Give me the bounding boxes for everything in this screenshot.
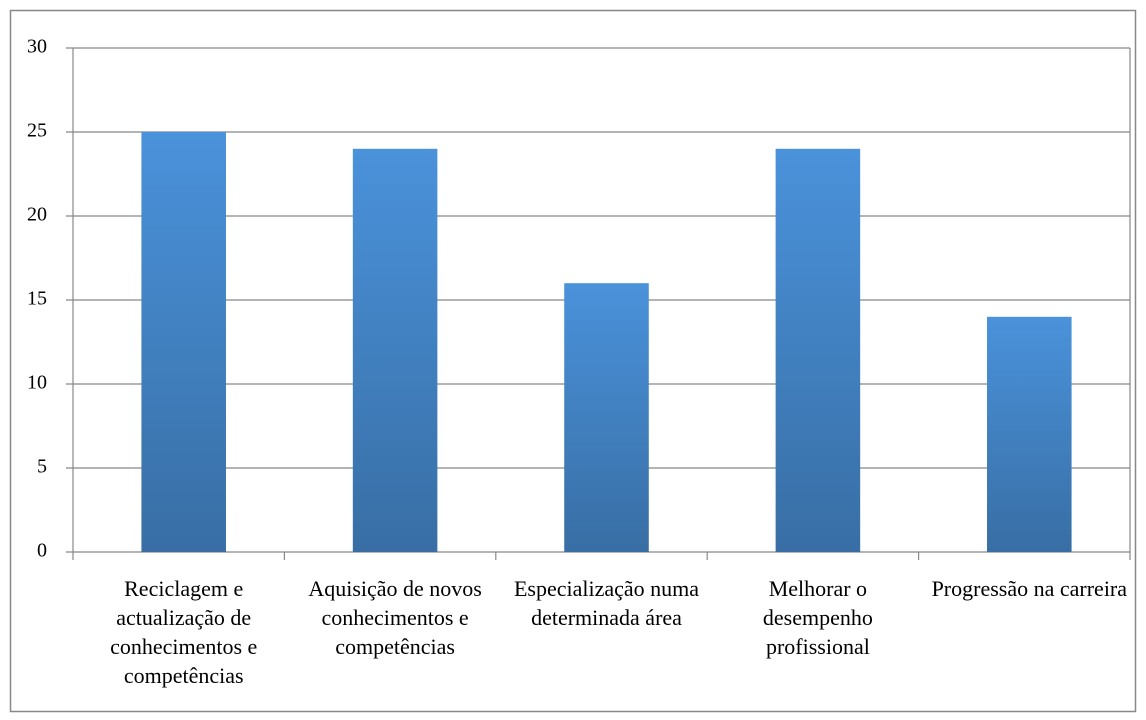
bar: [564, 283, 649, 552]
y-tick-label: 25: [27, 120, 47, 142]
bar: [352, 148, 438, 553]
bar: [987, 316, 1072, 552]
x-tick-label: Especialização numa determinada área: [513, 576, 700, 630]
y-tick-label: 5: [37, 456, 47, 478]
x-tick-label: Aquisição de novos conhecimentos e compe…: [308, 576, 482, 659]
x-tick-label: Progressão na carreira: [931, 576, 1128, 601]
y-tick-label: 15: [27, 288, 47, 310]
bar: [775, 148, 861, 553]
y-tick-label: 20: [27, 204, 47, 226]
y-tick-label: 30: [27, 36, 47, 58]
x-tick-label: Reciclagem e actualização de conheciment…: [110, 576, 258, 688]
y-tick-label: 10: [27, 372, 47, 394]
x-tick-label: Melhorar o desempenho profissional: [762, 576, 873, 659]
y-tick-label: 0: [37, 540, 47, 562]
bar: [141, 132, 226, 552]
